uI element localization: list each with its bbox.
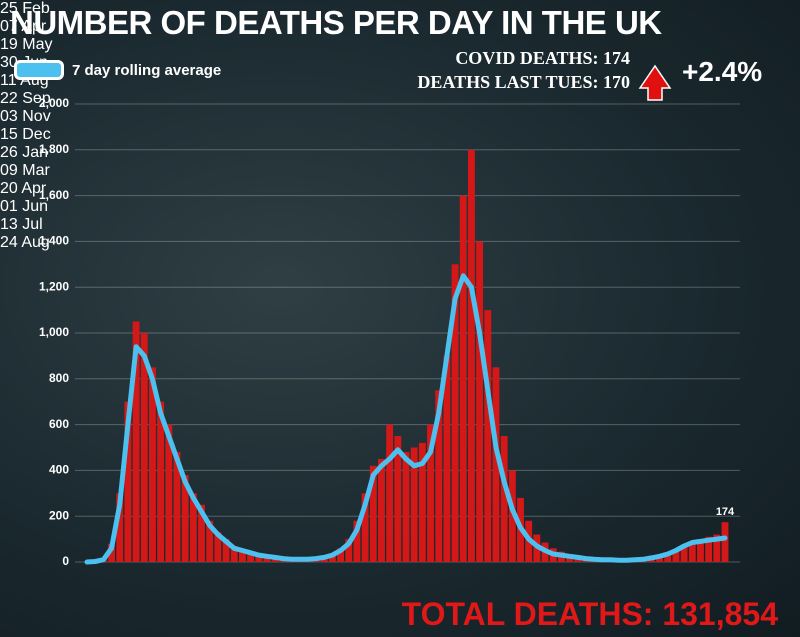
bar	[688, 542, 696, 562]
bar	[664, 555, 672, 562]
bar	[672, 551, 680, 562]
y-tick-label: 1,800	[39, 142, 69, 156]
bar	[116, 493, 124, 562]
legend-label: 7 day rolling average	[72, 61, 222, 79]
bar	[410, 447, 418, 562]
line	[84, 273, 728, 565]
x-tick-label: 20 Apr	[0, 180, 47, 197]
x-tick-label: 19 May	[0, 36, 53, 53]
y-tick-label: 800	[49, 371, 69, 385]
bar	[337, 548, 344, 562]
x-tick-label: 03 Nov	[0, 108, 51, 125]
bar	[214, 532, 222, 562]
bar	[508, 470, 516, 562]
bar	[206, 520, 214, 562]
x-tick-label: 13 Jul	[0, 216, 43, 233]
bar	[369, 465, 377, 562]
y-tick-label: 1,600	[39, 188, 69, 202]
y-tick-label: 1,200	[39, 279, 69, 293]
y-tick-label: 200	[49, 508, 69, 522]
bar	[181, 474, 189, 562]
stat-today: COVID DEATHS: 174	[455, 48, 630, 68]
x-tick-label: 24 Aug	[0, 234, 50, 251]
up-arrow	[638, 64, 672, 101]
x-tick-label: 01 Jun	[0, 198, 49, 215]
annotation: 174	[716, 506, 735, 518]
bar	[198, 504, 205, 562]
bar	[721, 522, 729, 562]
bar	[247, 551, 255, 562]
x-tick-label: 22 Sep	[0, 90, 51, 107]
bar	[108, 543, 115, 562]
bar	[705, 536, 713, 562]
bar	[361, 493, 369, 562]
bar	[132, 321, 140, 562]
bar	[402, 452, 410, 562]
legend: 7 day rolling average	[14, 60, 221, 80]
bar	[435, 390, 443, 562]
bar	[418, 442, 426, 562]
bar	[165, 424, 173, 562]
bar	[500, 436, 508, 562]
chart-title: NUMBER OF DEATHS PER DAY IN THE UK	[10, 4, 662, 41]
bar	[238, 549, 246, 562]
bar	[394, 436, 402, 562]
change: +2.4%	[682, 56, 763, 87]
x-tick-label: 26 Jan	[0, 144, 49, 161]
bar	[263, 556, 271, 562]
bar	[149, 367, 156, 562]
bar	[255, 553, 263, 562]
y-tick-label: 0	[62, 554, 69, 568]
y-tick-label: 2,000	[39, 96, 69, 110]
bar	[476, 241, 484, 562]
bar	[713, 534, 721, 562]
bar	[353, 520, 361, 562]
y-tick-label: 1,400	[39, 234, 69, 248]
stat-last-week: DEATHS LAST TUES: 170	[417, 72, 630, 92]
bar	[124, 401, 132, 562]
x-tick-label: 07 Apr	[0, 18, 47, 35]
y-tick-label: 400	[49, 463, 69, 477]
bar	[451, 264, 459, 562]
bar	[386, 424, 394, 562]
bar	[140, 333, 148, 562]
bar	[230, 545, 238, 562]
y-tick-label: 600	[49, 417, 69, 431]
bar	[459, 195, 467, 562]
x-tick-label: 25 Feb	[0, 0, 50, 17]
bar	[173, 452, 181, 562]
x-tick-label: 15 Dec	[0, 126, 51, 143]
bar	[492, 367, 500, 562]
legend-swatch	[14, 60, 64, 80]
bar	[157, 401, 165, 562]
bar	[468, 149, 475, 563]
bar	[222, 539, 230, 562]
bar	[697, 539, 704, 562]
bar	[189, 493, 197, 562]
bar	[656, 556, 663, 562]
bar	[443, 355, 451, 562]
bar	[484, 310, 492, 562]
total-deaths: TOTAL DEATHS: 131,854	[401, 596, 778, 632]
bar	[378, 458, 385, 562]
bar	[680, 547, 688, 562]
bar	[427, 424, 434, 562]
y-tick-label: 1,000	[39, 325, 69, 339]
bar	[345, 539, 353, 562]
legend-item: 7 day rolling average	[14, 60, 221, 80]
bar	[328, 553, 336, 562]
x-tick-label: 09 Mar	[0, 162, 50, 179]
